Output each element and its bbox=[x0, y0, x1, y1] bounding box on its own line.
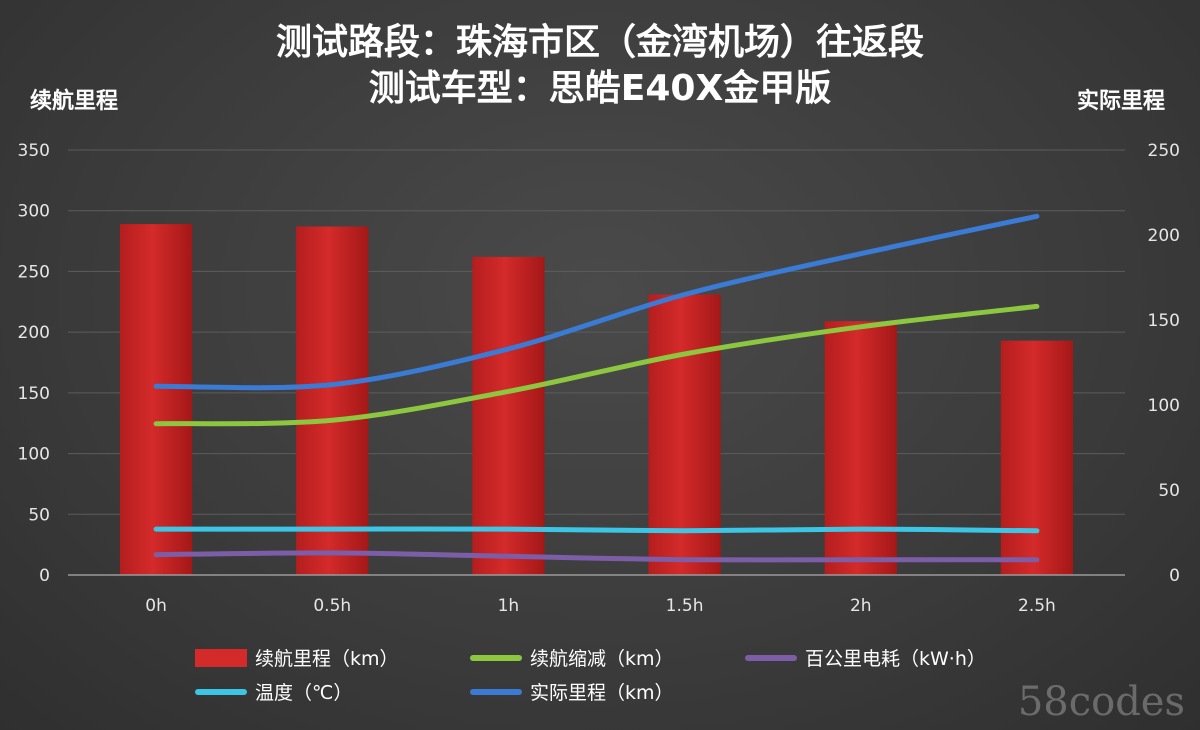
y2-tick-label: 0 bbox=[1169, 566, 1180, 586]
x-tick-label: 2.5h bbox=[1018, 596, 1056, 616]
y2-tick-label: 100 bbox=[1148, 396, 1180, 416]
y2-tick-label: 50 bbox=[1158, 481, 1180, 501]
legend-swatch bbox=[470, 655, 522, 661]
x-tick-label: 2h bbox=[850, 596, 872, 616]
legend-swatch bbox=[195, 649, 247, 667]
legend: 续航里程（km） 续航缩减（km） 百公里电耗（kW·h） 温度（℃） 实际里程（km） bbox=[195, 648, 986, 704]
y2-tick-label: 250 bbox=[1148, 141, 1180, 161]
chart-title: 测试路段：珠海市区（金湾机场）往返段 bbox=[276, 21, 924, 63]
legend-label: 续航缩减（km） bbox=[530, 648, 674, 670]
legend-swatch bbox=[745, 655, 797, 661]
y-tick-label: 150 bbox=[18, 384, 50, 404]
series-line bbox=[153, 526, 1040, 534]
bar bbox=[119, 224, 193, 576]
x-tick-label: 0h bbox=[145, 596, 167, 616]
legend-swatch bbox=[470, 689, 522, 695]
axes: 0 50 100 150 200 250 300 350 0 50 100 150 200 250 0h 0.… bbox=[18, 141, 1180, 616]
series-line bbox=[153, 213, 1040, 391]
bar bbox=[1000, 340, 1074, 575]
series-line bbox=[153, 303, 1040, 427]
bar bbox=[296, 226, 369, 575]
y-tick-label: 200 bbox=[18, 323, 50, 343]
y-tick-label: 0 bbox=[39, 566, 50, 586]
y-tick-label: 250 bbox=[18, 262, 50, 282]
x-tick-label: 0.5h bbox=[313, 596, 351, 616]
watermark: 58codes bbox=[1018, 679, 1185, 725]
y-tick-label: 100 bbox=[18, 445, 50, 465]
grid bbox=[68, 149, 1125, 515]
legend-swatch bbox=[195, 689, 247, 695]
line-series bbox=[153, 213, 1040, 563]
y-tick-label: 300 bbox=[18, 202, 50, 222]
y-tick-label: 50 bbox=[28, 505, 50, 525]
y-tick-label: 350 bbox=[18, 141, 50, 161]
y2-tick-label: 200 bbox=[1148, 226, 1180, 246]
chart-subtitle: 测试车型：思皓E40X金甲版 bbox=[369, 67, 831, 109]
x-tick-label: 1h bbox=[498, 596, 520, 616]
y2-tick-label: 150 bbox=[1148, 311, 1180, 331]
legend-label: 实际里程（km） bbox=[530, 682, 674, 704]
bar-series bbox=[119, 224, 1074, 576]
legend-label: 温度（℃） bbox=[255, 682, 352, 704]
x-tick-label: 1.5h bbox=[666, 596, 704, 616]
legend-label: 续航里程（km） bbox=[255, 648, 399, 670]
bar bbox=[824, 321, 897, 575]
bar bbox=[472, 256, 545, 575]
y2-axis-title: 实际里程 bbox=[1077, 88, 1165, 114]
series-line bbox=[153, 550, 1040, 563]
legend-label: 百公里电耗（kW·h） bbox=[805, 648, 986, 670]
y-axis-title: 续航里程 bbox=[30, 88, 118, 114]
